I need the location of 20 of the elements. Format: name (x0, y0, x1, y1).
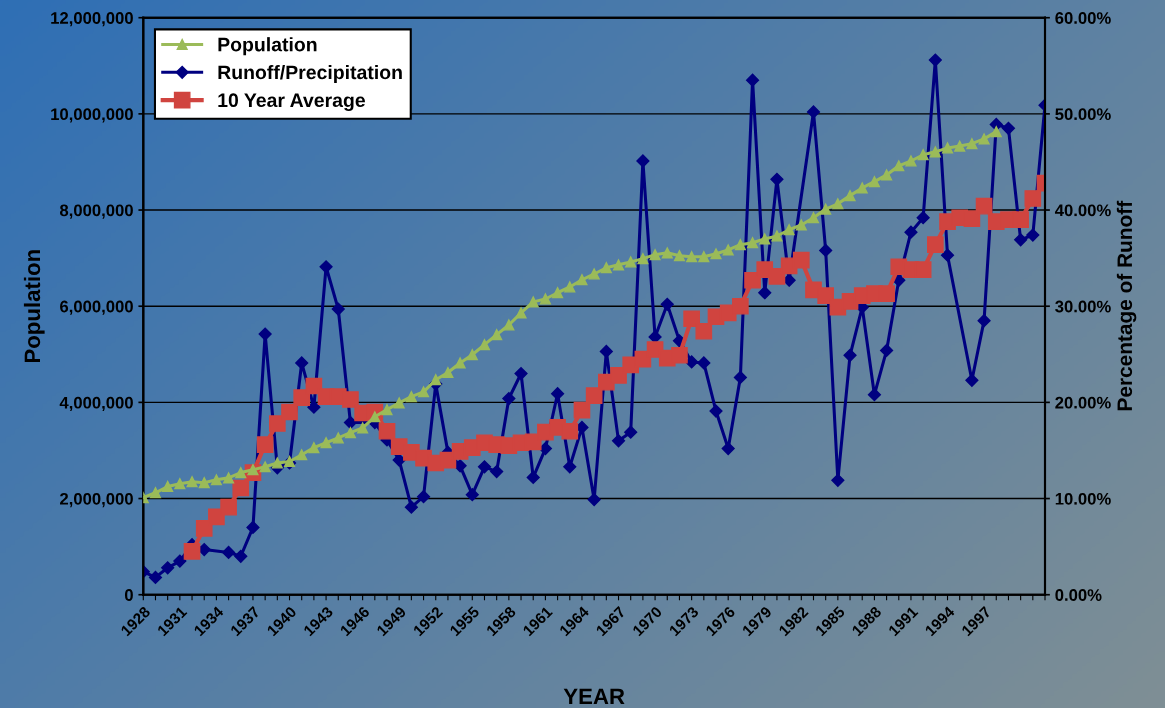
y-tick-label: 2,000,000 (60, 492, 133, 508)
y2-tick-label: 10.00% (1055, 492, 1111, 505)
y-axis-title: Population (23, 250, 45, 363)
y-tick-label: 12,000,000 (51, 12, 133, 27)
legend-label: Population (218, 37, 317, 56)
y-tick-label: 10,000,000 (51, 108, 133, 123)
y-tick-label: 4,000,000 (59, 396, 133, 411)
y-tick-label: 6,000,000 (60, 300, 133, 315)
y2-tick-label: 0.00% (1055, 589, 1102, 601)
y2-tick-label: 50.00% (1055, 108, 1111, 121)
y2-axis-title: Percentage of Runoff (1116, 200, 1137, 411)
y2-tick-label: 40.00% (1054, 204, 1111, 217)
y2-tick-label: 30.00% (1055, 300, 1111, 313)
legend-label: 10 Year Average (218, 93, 365, 112)
y2-tick-label: 60.00% (1055, 12, 1111, 24)
y-tick-label: 8,000,000 (59, 204, 133, 219)
y2-tick-label: 20.00% (1055, 396, 1111, 409)
x-axis-title: YEAR (563, 688, 625, 704)
y-tick-label: 0 (124, 589, 133, 601)
legend-label: Runoff/Precipitation (218, 64, 402, 84)
